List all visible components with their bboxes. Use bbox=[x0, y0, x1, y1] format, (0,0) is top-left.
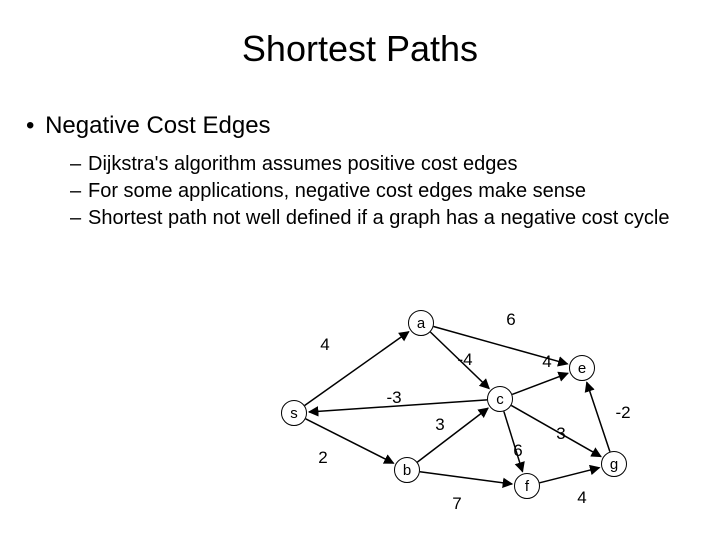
main-bullet: Negative Cost Edges bbox=[26, 112, 720, 140]
graph-edge bbox=[504, 411, 523, 471]
sub-bullet-text: Shortest path not well defined if a grap… bbox=[88, 207, 669, 229]
graph-edge bbox=[430, 332, 489, 389]
graph-edge bbox=[434, 326, 568, 363]
graph-edge bbox=[417, 408, 488, 462]
graph-edge bbox=[587, 382, 610, 451]
edge-weight-label: 3 bbox=[435, 415, 444, 435]
page-title: Shortest Paths bbox=[0, 0, 720, 70]
graph-node-s: s bbox=[281, 400, 307, 426]
sub-bullet-text: For some applications, negative cost edg… bbox=[88, 180, 586, 202]
graph-edge bbox=[306, 419, 394, 463]
graph-node-g: g bbox=[601, 451, 627, 477]
graph-node-a: a bbox=[408, 310, 434, 336]
graph-node-b: b bbox=[394, 457, 420, 483]
edge-weight-label: -3 bbox=[386, 388, 401, 408]
edge-weight-label: 6 bbox=[506, 310, 515, 330]
edge-weight-label: 4 bbox=[577, 488, 586, 508]
edge-weight-label: -2 bbox=[615, 403, 630, 423]
edge-weight-label: 6 bbox=[513, 441, 522, 461]
graph-edge bbox=[540, 468, 600, 483]
edge-weight-label: 4 bbox=[542, 352, 551, 372]
edge-weight-label: -4 bbox=[457, 350, 472, 370]
sub-bullet-item: –Shortest path not well defined if a gra… bbox=[70, 206, 680, 231]
sub-bullet-text: Dijkstra's algorithm assumes positive co… bbox=[88, 153, 518, 175]
edge-weight-label: 7 bbox=[452, 494, 461, 514]
graph-diagram: 4 -4 -3 6 4 2 3 7 6 4 -2 3 a s b c e f g bbox=[0, 0, 720, 540]
edge-weight-label: 2 bbox=[318, 448, 327, 468]
sub-bullet-item: –For some applications, negative cost ed… bbox=[70, 179, 680, 204]
sub-bullet-item: –Dijkstra's algorithm assumes positive c… bbox=[70, 152, 680, 177]
edge-weight-label: 3 bbox=[556, 424, 565, 444]
edge-weight-label: 4 bbox=[320, 335, 329, 355]
graph-node-f: f bbox=[514, 473, 540, 499]
graph-edges-svg bbox=[0, 0, 720, 540]
graph-edge bbox=[420, 472, 512, 484]
graph-edge bbox=[512, 373, 568, 394]
graph-edge bbox=[305, 332, 409, 406]
graph-node-e: e bbox=[569, 355, 595, 381]
graph-edge bbox=[309, 400, 487, 412]
graph-node-c: c bbox=[487, 386, 513, 412]
sub-bullet-list: –Dijkstra's algorithm assumes positive c… bbox=[70, 152, 680, 231]
graph-edge bbox=[511, 405, 601, 456]
